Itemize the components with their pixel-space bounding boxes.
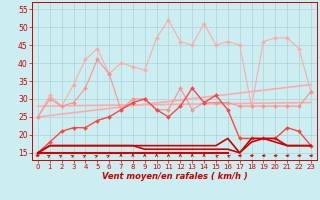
X-axis label: Vent moyen/en rafales ( km/h ): Vent moyen/en rafales ( km/h ) bbox=[101, 172, 247, 181]
